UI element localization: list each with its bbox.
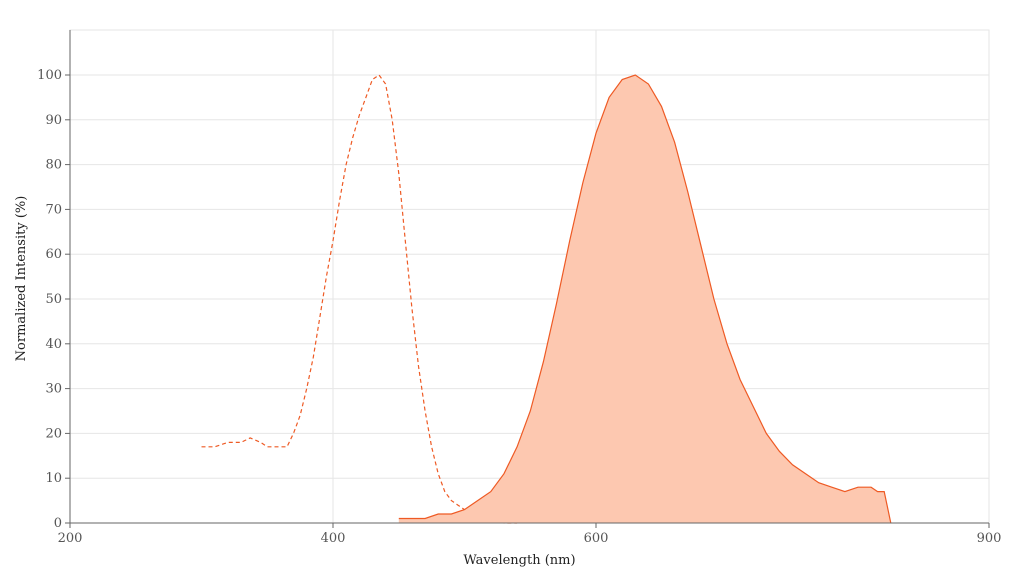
x-tick-label: 600 <box>584 531 609 546</box>
y-tick-label: 0 <box>54 516 62 531</box>
y-tick-label: 20 <box>45 426 62 441</box>
emission-line <box>398 74 892 524</box>
x-tick-label: 200 <box>58 531 83 546</box>
y-tick-label: 30 <box>45 382 62 397</box>
emission-area <box>398 75 891 523</box>
series-layer <box>201 74 892 524</box>
y-tick-label: 80 <box>45 158 62 173</box>
y-tick-label: 50 <box>45 292 62 307</box>
axes <box>65 30 990 528</box>
y-tick-label: 10 <box>45 471 62 486</box>
y-tick-label: 40 <box>45 337 62 352</box>
y-axis-title: Normalized Intensity (%) <box>14 196 29 362</box>
y-tick-label: 60 <box>45 247 62 262</box>
tick-labels: 0 10 20 30 40 50 60 70 80 90 100 200 400 600 900 <box>37 68 1001 546</box>
x-tick-label: 900 <box>977 531 1002 546</box>
y-tick-label: 100 <box>37 68 62 83</box>
x-axis-title: Wavelength (nm) <box>463 553 575 568</box>
y-tick-label: 70 <box>45 202 62 217</box>
x-tick-label: 400 <box>321 531 346 546</box>
excitation-line <box>201 74 518 524</box>
y-tick-label: 90 <box>45 113 62 128</box>
